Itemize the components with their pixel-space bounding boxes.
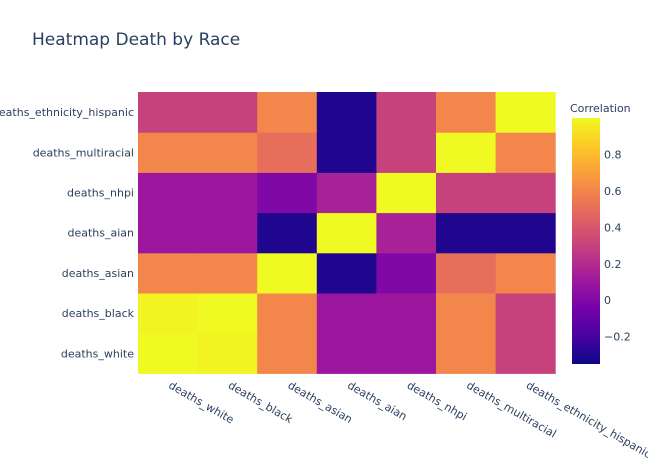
heatmap-cell bbox=[495, 252, 556, 294]
heatmap-cell bbox=[197, 252, 258, 294]
colorbar bbox=[572, 118, 600, 364]
y-tick-label: deaths_ethnicity_hispanic bbox=[0, 106, 134, 119]
heatmap-cell bbox=[436, 132, 497, 173]
heatmap-cell bbox=[257, 212, 318, 254]
heatmap-cell bbox=[316, 92, 377, 133]
heatmap-cell bbox=[376, 132, 437, 173]
y-tick-label: deaths_nhpi bbox=[67, 187, 134, 200]
colorbar-title: Correlation bbox=[570, 102, 631, 115]
heatmap-cell bbox=[316, 172, 377, 214]
heatmap-cell bbox=[495, 212, 556, 254]
heatmap-cell bbox=[436, 172, 497, 214]
heatmap-cell bbox=[436, 92, 497, 133]
colorbar-tick-label: 0.4 bbox=[604, 221, 622, 234]
heatmap-cell bbox=[495, 92, 556, 133]
x-tick-label: deaths_black bbox=[226, 379, 296, 427]
heatmap-cell bbox=[138, 252, 199, 294]
y-tick-label: deaths_black bbox=[62, 307, 135, 320]
heatmap-cell bbox=[197, 132, 258, 173]
chart-title: Heatmap Death by Race bbox=[32, 30, 241, 50]
heatmap-cell bbox=[257, 92, 318, 133]
heatmap-cell bbox=[257, 172, 318, 214]
heatmap-cell bbox=[495, 132, 556, 173]
colorbar-tick-label: 0 bbox=[604, 294, 611, 307]
heatmap-cell bbox=[138, 212, 199, 254]
heatmap-cell bbox=[197, 172, 258, 214]
heatmap-cell bbox=[376, 172, 437, 214]
heatmap-cell bbox=[257, 132, 318, 173]
heatmap-cell bbox=[316, 293, 377, 334]
heatmap-cell bbox=[316, 252, 377, 294]
heatmap-cell bbox=[257, 252, 318, 294]
heatmap-cell bbox=[436, 333, 497, 374]
heatmap-cells bbox=[138, 92, 556, 374]
x-tick-label: deaths_asian bbox=[286, 379, 355, 426]
colorbar-tick-label: 0.8 bbox=[604, 148, 622, 161]
heatmap-cell bbox=[138, 172, 199, 214]
heatmap-cell bbox=[436, 252, 497, 294]
heatmap-cell bbox=[138, 132, 199, 173]
heatmap-cell bbox=[436, 212, 497, 254]
heatmap-cell bbox=[436, 293, 497, 334]
x-tick-label: deaths_white bbox=[166, 379, 236, 427]
colorbar-tick-label: 0.2 bbox=[604, 258, 622, 271]
colorbar-tick-label: 0.6 bbox=[604, 185, 622, 198]
heatmap-cell bbox=[376, 293, 437, 334]
heatmap-cell bbox=[138, 293, 199, 334]
heatmap-cell bbox=[495, 172, 556, 214]
heatmap-cell bbox=[138, 92, 199, 133]
heatmap-cell bbox=[257, 333, 318, 374]
y-tick-label: deaths_aian bbox=[67, 227, 134, 240]
y-tick-label: deaths_multiracial bbox=[33, 146, 134, 159]
heatmap-cell bbox=[316, 132, 377, 173]
heatmap-cell bbox=[138, 333, 199, 374]
heatmap-cell bbox=[197, 92, 258, 133]
heatmap-cell bbox=[316, 333, 377, 374]
heatmap-cell bbox=[257, 293, 318, 334]
y-tick-label: deaths_white bbox=[61, 347, 134, 360]
heatmap-cell bbox=[495, 333, 556, 374]
heatmap-cell bbox=[197, 212, 258, 254]
heatmap-cell bbox=[376, 333, 437, 374]
y-tick-label: deaths_asian bbox=[62, 267, 134, 280]
heatmap-cell bbox=[376, 92, 437, 133]
heatmap-cell bbox=[376, 212, 437, 254]
heatmap-cell bbox=[197, 293, 258, 334]
x-tick-label: deaths_aian bbox=[345, 379, 409, 424]
heatmap-cell bbox=[316, 212, 377, 254]
heatmap-cell bbox=[197, 333, 258, 374]
heatmap-cell bbox=[376, 252, 437, 294]
x-tick-label: deaths_nhpi bbox=[405, 379, 470, 424]
colorbar-tick-label: −0.2 bbox=[604, 331, 631, 344]
heatmap-cell bbox=[495, 293, 556, 334]
